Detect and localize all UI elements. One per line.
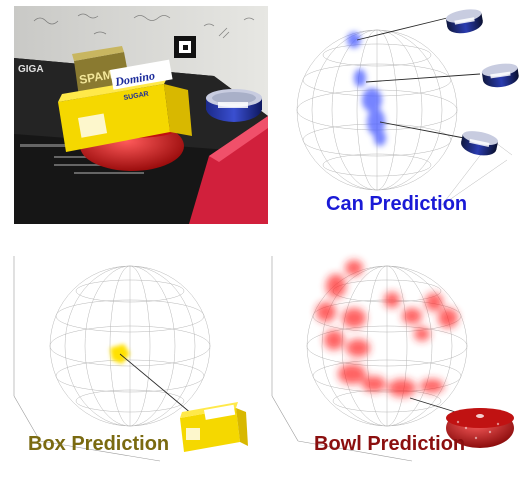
red-panel [189,116,268,224]
giga-text: GIGA [18,64,44,75]
box-prediction-panel [0,236,262,478]
can-sphere-wireframe [296,29,513,206]
bowl-arrow [409,397,463,415]
sugar-text: SUGAR [123,91,149,102]
input-photo: GIGA SPAM Domino SUGAR [14,6,268,224]
tuna-can-icon-3 [461,131,499,156]
bowl-prediction-panel [262,236,523,478]
tuna-can-icon-1 [445,9,483,34]
box-prediction-caption: Box Prediction [28,433,170,455]
box-sphere-axes [13,256,161,462]
can-prediction-caption: Can Prediction [326,193,468,215]
tuna-can-icon-2 [481,63,519,88]
can-arrows [356,17,481,139]
bowl-sphere-wireframe [306,265,468,427]
bowl-sphere-axes [271,256,413,462]
domino-box-icon [180,402,248,452]
can-probability-blobs [347,32,386,146]
bowl-probability-blobs [316,260,458,397]
box-arrow [119,353,193,415]
bowl-icon [446,408,514,448]
whiteboard-scribbles [33,13,255,39]
bowl-prediction-caption: Bowl Prediction [314,433,466,455]
box-sphere-wireframe [49,265,211,427]
spam-text: SPAM [78,67,114,87]
can-prediction-panel [262,0,523,236]
